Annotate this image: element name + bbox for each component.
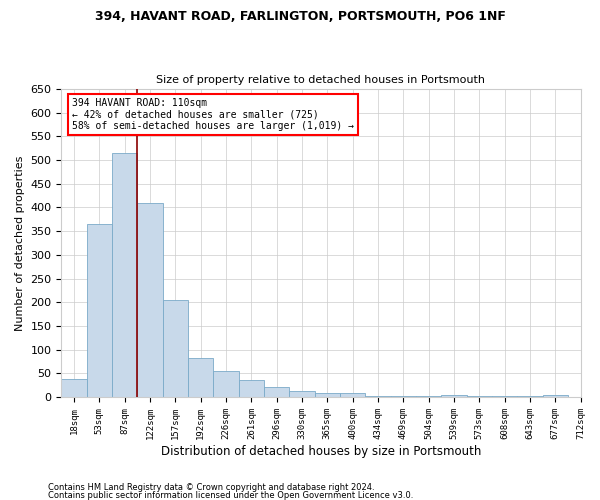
Bar bbox=[289, 392, 314, 397]
Text: 394, HAVANT ROAD, FARLINGTON, PORTSMOUTH, PO6 1NF: 394, HAVANT ROAD, FARLINGTON, PORTSMOUTH… bbox=[95, 10, 505, 23]
Bar bbox=[239, 380, 264, 397]
Title: Size of property relative to detached houses in Portsmouth: Size of property relative to detached ho… bbox=[157, 76, 485, 86]
Bar bbox=[188, 358, 214, 397]
Bar bbox=[112, 153, 137, 397]
Bar bbox=[340, 393, 365, 397]
Bar bbox=[492, 396, 517, 397]
Bar bbox=[314, 393, 340, 397]
Bar bbox=[391, 396, 416, 397]
Bar bbox=[137, 202, 163, 397]
X-axis label: Distribution of detached houses by size in Portsmouth: Distribution of detached houses by size … bbox=[161, 444, 481, 458]
Text: Contains public sector information licensed under the Open Government Licence v3: Contains public sector information licen… bbox=[48, 490, 413, 500]
Bar bbox=[163, 300, 188, 397]
Bar bbox=[365, 396, 391, 397]
Bar bbox=[441, 394, 467, 397]
Text: 394 HAVANT ROAD: 110sqm
← 42% of detached houses are smaller (725)
58% of semi-d: 394 HAVANT ROAD: 110sqm ← 42% of detache… bbox=[72, 98, 354, 132]
Bar bbox=[87, 224, 112, 397]
Bar bbox=[542, 394, 568, 397]
Bar bbox=[264, 386, 289, 397]
Bar bbox=[214, 371, 239, 397]
Text: Contains HM Land Registry data © Crown copyright and database right 2024.: Contains HM Land Registry data © Crown c… bbox=[48, 484, 374, 492]
Bar bbox=[61, 380, 87, 397]
Y-axis label: Number of detached properties: Number of detached properties bbox=[15, 156, 25, 330]
